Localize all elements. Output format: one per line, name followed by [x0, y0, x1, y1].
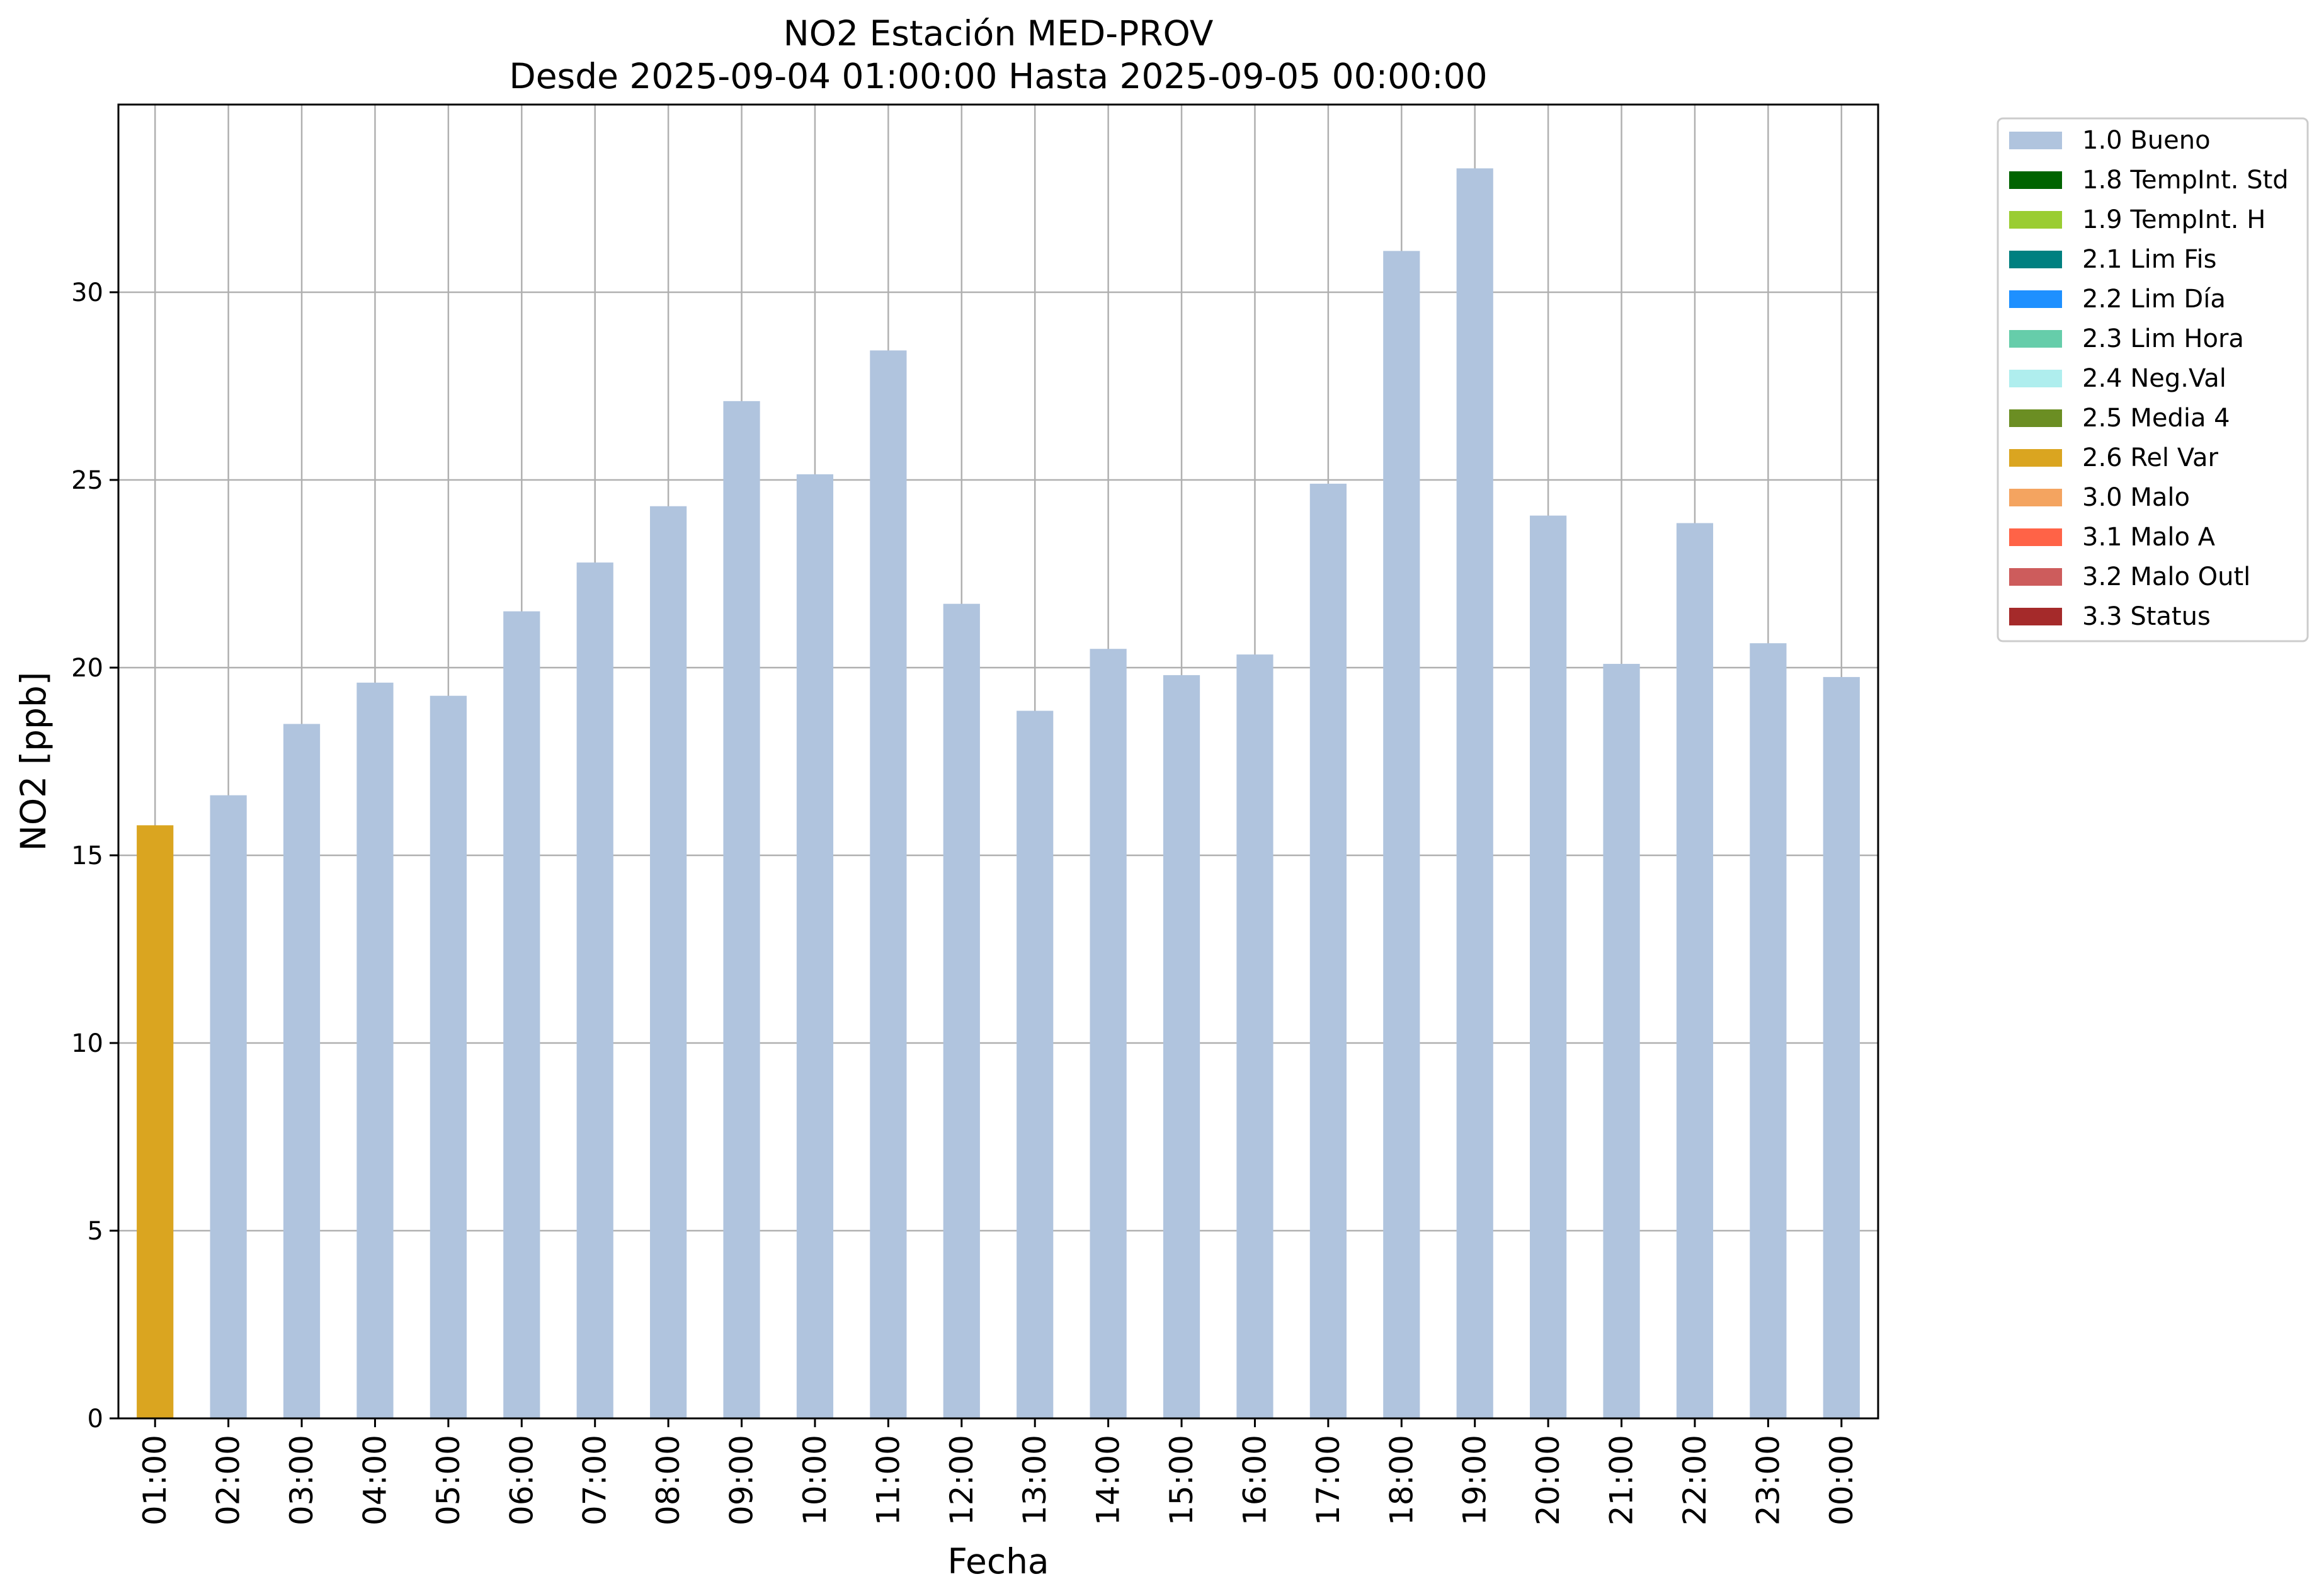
- y-axis-label: NO2 [ppb]: [13, 672, 54, 852]
- x-tick-label: 15:00: [1163, 1435, 1200, 1525]
- x-tick-label: 03:00: [283, 1435, 320, 1525]
- bar: [1163, 675, 1200, 1418]
- bar: [1309, 483, 1347, 1419]
- bar: [1676, 523, 1714, 1418]
- y-tick-label: 25: [71, 466, 103, 495]
- x-tick-label: 07:00: [577, 1435, 613, 1525]
- legend-swatch: [2009, 568, 2062, 586]
- x-tick-label: 10:00: [797, 1435, 833, 1525]
- x-tick-label: 16:00: [1236, 1435, 1273, 1525]
- x-axis-ticks: 01:00 02:00 03:00 04:00 05:00 06:00 07:00 08:00…: [137, 1418, 1860, 1525]
- bar: [650, 506, 687, 1418]
- legend-label: 3.0 Malo: [2082, 483, 2190, 512]
- y-tick-label: 15: [71, 841, 103, 870]
- x-tick-label: 06:00: [503, 1435, 540, 1525]
- bar: [870, 350, 907, 1418]
- bar: [1017, 710, 1054, 1418]
- x-tick-label: 20:00: [1530, 1435, 1566, 1525]
- bar: [943, 603, 980, 1419]
- legend-swatch: [2009, 608, 2062, 625]
- bar: [576, 562, 613, 1418]
- legend-swatch: [2009, 171, 2062, 189]
- x-tick-label: 23:00: [1750, 1435, 1786, 1525]
- bar: [1456, 168, 1493, 1418]
- bar: [137, 825, 174, 1418]
- legend-label: 1.9 TempInt. H: [2082, 205, 2265, 234]
- x-tick-label: 17:00: [1310, 1435, 1347, 1525]
- legend-swatch: [2009, 290, 2062, 308]
- bars: [137, 168, 1860, 1419]
- chart-title: NO2 Estación MED-PROV: [783, 13, 1214, 54]
- legend-swatch: [2009, 330, 2062, 348]
- legend-swatch: [2009, 251, 2062, 268]
- bar: [1530, 515, 1567, 1418]
- legend-label: 2.1 Lim Fis: [2082, 245, 2216, 274]
- x-tick-label: 09:00: [724, 1435, 760, 1525]
- x-tick-label: 11:00: [870, 1435, 906, 1525]
- bar: [1823, 676, 1860, 1418]
- legend-label: 1.8 TempInt. Std: [2082, 166, 2289, 195]
- bar: [210, 795, 247, 1418]
- legend-label: 3.3 Status: [2082, 602, 2211, 631]
- legend: 1.0 Bueno 1.8 TempInt. Std 1.9 TempInt. H 2…: [1997, 117, 2309, 642]
- chart-subtitle: Desde 2025-09-04 01:00:00 Hasta 2025-09-…: [509, 56, 1487, 96]
- legend-label: 3.1 Malo A: [2082, 523, 2216, 552]
- bar: [283, 724, 321, 1418]
- y-tick-label: 0: [88, 1405, 103, 1434]
- x-tick-label: 12:00: [943, 1435, 980, 1525]
- x-tick-label: 04:00: [356, 1435, 393, 1525]
- x-tick-label: 05:00: [430, 1435, 467, 1525]
- legend-label: 1.0 Bueno: [2082, 126, 2211, 155]
- x-tick-label: 22:00: [1677, 1435, 1713, 1525]
- legend-label: 2.3 Lim Hora: [2082, 324, 2244, 353]
- legend-swatch: [2009, 370, 2062, 387]
- legend-swatch: [2009, 489, 2062, 506]
- bar: [503, 611, 540, 1418]
- plot-frame: [117, 103, 1879, 1420]
- x-tick-label: 13:00: [1017, 1435, 1053, 1525]
- bar: [356, 682, 394, 1418]
- x-tick-label: 21:00: [1604, 1435, 1640, 1525]
- x-tick-label: 08:00: [650, 1435, 687, 1525]
- bar: [796, 474, 834, 1418]
- bar: [1383, 251, 1420, 1419]
- legend-swatch: [2009, 211, 2062, 229]
- bar: [723, 401, 760, 1418]
- x-tick-label: 18:00: [1383, 1435, 1420, 1525]
- y-tick-label: 5: [88, 1217, 103, 1246]
- x-tick-label: 00:00: [1823, 1435, 1860, 1525]
- x-tick-label: 02:00: [210, 1435, 247, 1525]
- y-axis-ticks: 0 5 10 15 20 25 30: [71, 278, 118, 1434]
- y-tick-label: 30: [71, 278, 103, 307]
- x-tick-label: 01:00: [137, 1435, 173, 1525]
- y-tick-label: 20: [71, 654, 103, 683]
- bar: [1236, 654, 1273, 1418]
- bar: [1603, 664, 1640, 1418]
- x-axis-label: Fecha: [947, 1541, 1049, 1582]
- legend-swatch: [2009, 132, 2062, 149]
- legend-swatch: [2009, 528, 2062, 546]
- x-tick-label: 14:00: [1090, 1435, 1127, 1525]
- legend-label: 2.5 Media 4: [2082, 404, 2230, 433]
- legend-swatch: [2009, 449, 2062, 467]
- bar: [430, 695, 467, 1418]
- legend-swatch: [2009, 409, 2062, 427]
- y-tick-label: 10: [71, 1029, 103, 1058]
- legend-box: [1997, 117, 2309, 642]
- legend-label: 2.4 Neg.Val: [2082, 364, 2226, 393]
- legend-label: 2.6 Rel Var: [2082, 443, 2219, 472]
- bar: [1750, 643, 1787, 1418]
- x-tick-label: 19:00: [1457, 1435, 1493, 1525]
- legend-label: 3.2 Malo Outl: [2082, 562, 2250, 591]
- legend-label: 2.2 Lim Día: [2082, 285, 2226, 314]
- bar: [1090, 649, 1127, 1418]
